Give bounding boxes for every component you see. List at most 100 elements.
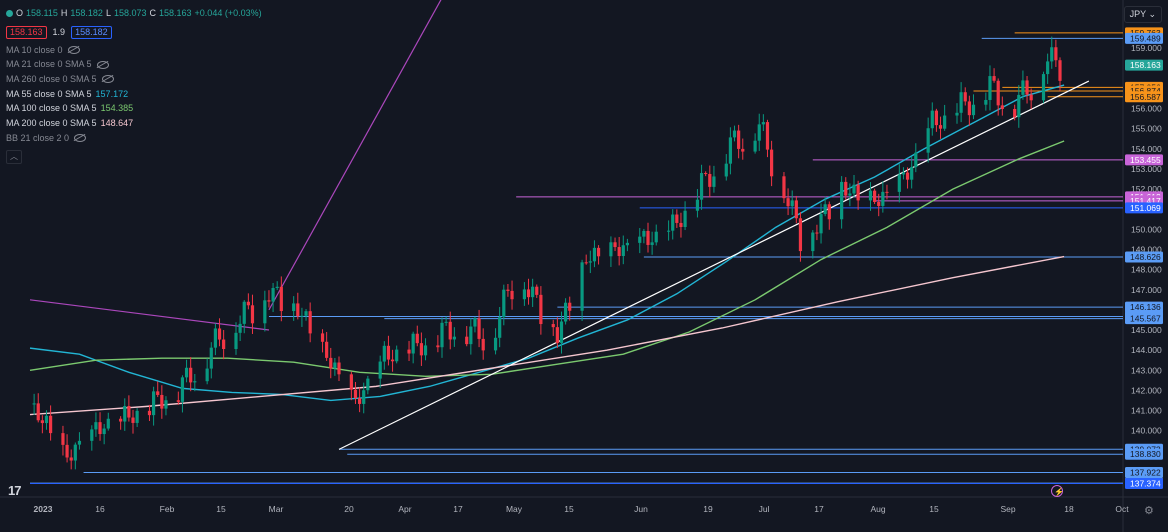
candle xyxy=(732,130,737,138)
price-label-box xyxy=(1125,301,1163,313)
indicator-label: MA 100 close 0 SMA 5 xyxy=(6,103,97,114)
x-tick-label: Apr xyxy=(398,504,411,514)
indicator-2[interactable]: MA 260 close 0 SMA 5 xyxy=(6,72,265,87)
currency-selector[interactable]: JPY ⌄ xyxy=(1123,6,1162,23)
candle xyxy=(358,398,362,404)
candle xyxy=(325,341,329,358)
candle xyxy=(712,176,716,187)
indicator-label: MA 21 close 0 SMA 5 xyxy=(6,59,92,70)
candle xyxy=(362,390,366,404)
candle xyxy=(77,440,82,445)
price-label: 148.626 xyxy=(1130,252,1161,262)
candle xyxy=(160,394,164,409)
indicator-5[interactable]: MA 200 close 0 SMA 5 148.647 xyxy=(6,116,265,131)
indicator-label: MA 260 close 0 SMA 5 xyxy=(6,73,97,84)
buy-button[interactable]: 158.182 xyxy=(71,26,112,40)
candle xyxy=(349,374,353,390)
candle xyxy=(135,410,139,423)
price-label: 137.922 xyxy=(1130,467,1161,477)
candle xyxy=(741,148,745,152)
candle xyxy=(992,76,996,81)
candle xyxy=(617,247,621,257)
hidden-eye-icon[interactable] xyxy=(101,75,114,84)
candle xyxy=(477,318,481,339)
indicator-3[interactable]: MA 55 close 0 SMA 5 157.172 xyxy=(6,87,265,102)
candle xyxy=(728,137,732,164)
y-tick-label: 145.000 xyxy=(1131,325,1162,335)
candle xyxy=(119,418,123,422)
price-label-box xyxy=(1125,59,1163,71)
candle xyxy=(147,410,152,416)
time-axis[interactable]: 2023 16 Feb 15 Mar 20 Apr 17 May 15 Jun 19 Jul 17 Aug 1… xyxy=(34,485,1130,515)
trendline xyxy=(338,80,1090,450)
x-tick-label: 17 xyxy=(814,504,824,514)
candle xyxy=(127,405,131,418)
collapse-legend-button[interactable]: ︿ xyxy=(6,149,22,164)
candle xyxy=(984,99,988,105)
hidden-eye-icon[interactable] xyxy=(96,60,109,69)
candle xyxy=(1046,61,1050,75)
price-label-box xyxy=(1125,154,1163,166)
candle xyxy=(609,242,613,257)
y-tick-label: 154.000 xyxy=(1131,144,1162,154)
candle xyxy=(267,300,271,302)
candle xyxy=(1017,94,1021,118)
candle xyxy=(506,289,510,291)
candle xyxy=(646,230,650,245)
candle xyxy=(737,130,741,149)
candle xyxy=(596,247,601,257)
y-tick-label: 152.000 xyxy=(1131,184,1162,194)
price-label-box xyxy=(1125,313,1163,325)
candle xyxy=(551,324,555,328)
candle xyxy=(263,300,267,324)
candle xyxy=(209,347,213,369)
x-tick-label: Sep xyxy=(1000,504,1015,514)
event-bolt-icon[interactable] xyxy=(1051,485,1063,497)
candle xyxy=(40,420,44,424)
candle xyxy=(996,80,1000,106)
indicator-4[interactable]: MA 100 close 0 SMA 5 154.385 xyxy=(6,101,265,116)
candle xyxy=(44,415,49,424)
hidden-eye-icon[interactable] xyxy=(67,46,80,55)
price-axis[interactable]: 140.000 141.000 142.000 143.000 144.000 145.0… xyxy=(1125,27,1163,490)
change-value: +0.044 (+0.03%) xyxy=(194,7,262,18)
candle xyxy=(250,305,255,324)
candle xyxy=(448,321,452,340)
candle xyxy=(963,92,967,102)
sell-button[interactable]: 158.163 xyxy=(6,26,47,40)
x-tick-label: 18 xyxy=(1064,504,1074,514)
candle xyxy=(757,124,761,141)
close-label: C xyxy=(149,7,157,18)
candle xyxy=(217,328,222,340)
candle xyxy=(193,381,197,383)
ma-55-line xyxy=(29,84,1065,402)
candle xyxy=(761,122,765,125)
y-tick-label: 142.000 xyxy=(1131,385,1162,395)
candle xyxy=(481,338,485,351)
open-value: 158.115 xyxy=(26,7,58,18)
candle xyxy=(790,200,794,207)
candle xyxy=(498,317,502,338)
x-tick-label: 15 xyxy=(929,504,939,514)
candle xyxy=(695,199,700,211)
candle xyxy=(910,167,914,180)
price-label: 153.455 xyxy=(1130,155,1161,165)
candle xyxy=(502,289,506,318)
y-tick-label: 143.000 xyxy=(1131,365,1162,375)
high-label: H xyxy=(60,7,68,18)
candle xyxy=(32,403,36,405)
settings-gear-icon[interactable]: ⚙ xyxy=(1144,505,1154,517)
indicator-6[interactable]: BB 21 close 2 0 xyxy=(6,131,265,146)
candle xyxy=(885,191,889,193)
indicator-0[interactable]: MA 10 close 0 xyxy=(6,43,265,58)
y-tick-label: 153.000 xyxy=(1131,164,1162,174)
hidden-eye-icon[interactable] xyxy=(74,134,87,143)
indicator-1[interactable]: MA 21 close 0 SMA 5 xyxy=(6,57,265,72)
candle xyxy=(189,367,193,383)
trendline xyxy=(29,299,270,331)
candle xyxy=(840,181,844,220)
candle xyxy=(1021,80,1025,95)
candle xyxy=(238,323,242,333)
